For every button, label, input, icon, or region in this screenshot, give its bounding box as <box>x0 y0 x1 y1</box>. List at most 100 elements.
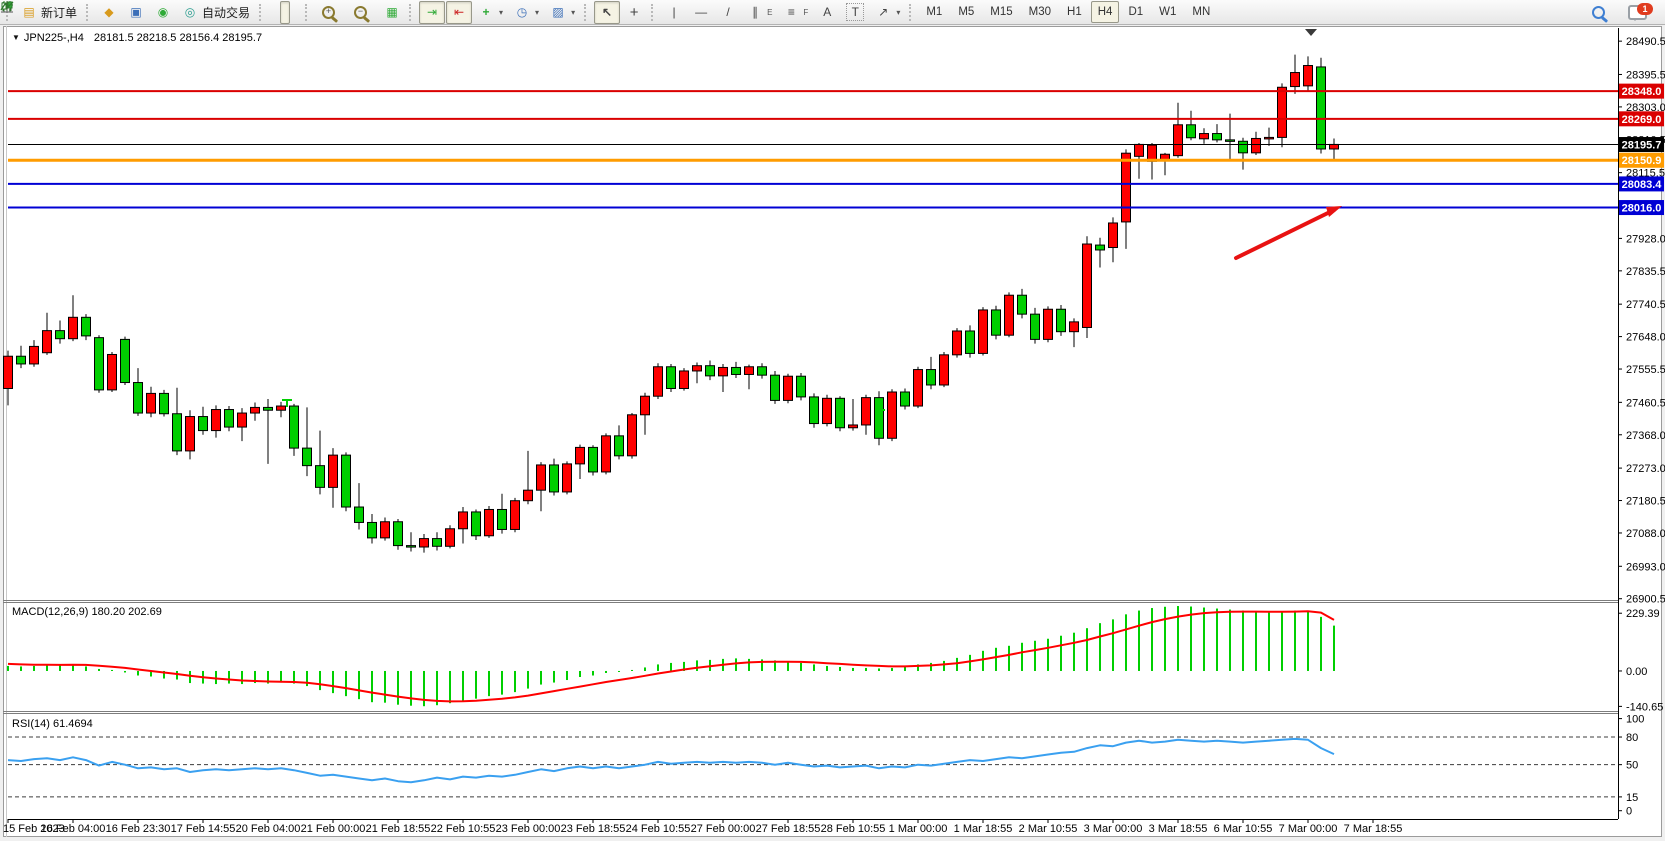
chart-shift-button[interactable]: ⇤ <box>446 0 473 24</box>
periods-button[interactable]: ◷ ▾ <box>509 1 544 24</box>
auto-scroll-button[interactable]: ⇥ <box>419 0 446 24</box>
candlestick-mode-button[interactable] <box>1 0 291 24</box>
chart-shift-marker-icon[interactable] <box>1305 29 1317 36</box>
trendline-tool-button[interactable]: / <box>715 1 741 24</box>
fibonacci-subscript: F <box>803 7 809 17</box>
candle-body <box>731 366 741 375</box>
candle <box>224 406 234 432</box>
candle <box>367 514 377 544</box>
clock-icon: ◷ <box>516 5 528 19</box>
time-tick-label: 1 Mar 00:00 <box>889 823 948 835</box>
add-indicator-icon: + <box>482 5 490 19</box>
candle <box>406 532 416 552</box>
line-chart-icon <box>0 1 14 13</box>
timeframe-button-H4[interactable]: H4 <box>1090 1 1120 23</box>
timeframe-button-M1[interactable]: M1 <box>926 6 943 18</box>
rsi-indicator-label: RSI(14) 61.4694 <box>12 718 93 730</box>
candle-body <box>718 366 728 377</box>
candle <box>419 534 429 553</box>
label-tool-button[interactable]: T <box>841 1 869 24</box>
time-tick-label: 16 Feb 23:30 <box>106 823 171 835</box>
notifications-button[interactable]: 1 <box>1617 1 1662 24</box>
candle-body <box>861 397 871 426</box>
price-badge-label: 28016.0 <box>1622 203 1662 215</box>
vertical-line-tool-button[interactable]: | <box>661 1 687 24</box>
candle <box>614 425 624 460</box>
collapse-icon[interactable]: ▼ <box>12 33 20 42</box>
channel-tool-button[interactable]: ∥ E <box>742 1 777 24</box>
timeframe-button-M30[interactable]: M30 <box>1028 6 1052 18</box>
text-tool-button[interactable]: A <box>814 1 840 24</box>
signals-icon: ◉ <box>157 5 169 19</box>
candle-body <box>666 366 676 389</box>
candle-body <box>835 397 845 429</box>
timeframe-button-M5[interactable]: M5 <box>958 6 975 18</box>
candle <box>1225 113 1235 161</box>
arrows-tool-button[interactable]: ↗ ▾ <box>870 1 905 24</box>
candle-body <box>848 424 858 429</box>
timeframe-button-M15[interactable]: M15 <box>990 6 1013 18</box>
rsi-tick-label: 15 <box>1626 792 1638 804</box>
candle <box>692 362 702 384</box>
candle-body <box>1095 244 1105 251</box>
time-tick-label: 20 Feb 04:00 <box>236 823 301 835</box>
line-chart-mode-button[interactable] <box>0 1 301 24</box>
candle-body <box>42 330 52 354</box>
candle-body <box>1251 137 1261 154</box>
price-badge-label: 28083.4 <box>1622 179 1663 191</box>
terminal-button[interactable]: ▣ <box>123 1 149 24</box>
price-tick-label: 26993.0 <box>1626 561 1665 573</box>
candle-body <box>1043 308 1053 340</box>
price-tick-label: 27088.0 <box>1626 528 1665 540</box>
auto-trading-button[interactable]: ◎ 自动交易 <box>177 1 255 24</box>
vertical-line-icon: | <box>672 5 676 19</box>
chart-title[interactable]: ▼ JPN225-,H4 28181.5 28218.5 28156.4 28195… <box>12 31 262 45</box>
cursor-tool-button[interactable]: ↖ <box>594 0 621 24</box>
timeframe-button-H1[interactable]: H1 <box>1067 6 1082 18</box>
candle-body <box>1225 139 1235 142</box>
candle <box>94 335 104 393</box>
market-watch-button[interactable]: ◆ <box>96 1 122 24</box>
price-badge <box>1619 200 1664 216</box>
timeframe-button-MN[interactable]: MN <box>1192 6 1211 18</box>
price-tick-label: 27928.0 <box>1626 233 1665 245</box>
indicators-button[interactable]: + ▾ <box>473 1 508 24</box>
search-button[interactable] <box>1585 1 1616 24</box>
timeframe-button-W1[interactable]: W1 <box>1159 6 1177 18</box>
candle-body <box>68 316 78 340</box>
candle-body <box>627 414 637 457</box>
signals-button[interactable]: ◉ <box>150 1 176 24</box>
zoom-in-button[interactable]: + <box>315 1 346 24</box>
crosshair-tool-button[interactable]: + <box>621 1 647 24</box>
candle-body <box>263 406 273 411</box>
zoom-out-button[interactable]: − <box>347 1 378 24</box>
candle-body <box>510 500 520 530</box>
horizontal-line-tool-button[interactable]: — <box>688 1 714 24</box>
candle <box>640 392 650 435</box>
trend-arrow-line[interactable] <box>1234 208 1336 260</box>
templates-button[interactable]: ▨ ▾ <box>545 1 580 24</box>
price-badge-label: 28195.7 <box>1622 140 1662 152</box>
tile-windows-button[interactable]: ▦ <box>379 1 405 24</box>
candle <box>939 352 949 388</box>
trend-arrow-head[interactable] <box>1326 206 1342 217</box>
dropdown-arrow-icon: ▾ <box>499 7 504 17</box>
candle-body <box>120 338 130 384</box>
fibonacci-tool-button[interactable]: ≡ F <box>778 1 813 24</box>
timeframe-button-D1[interactable]: D1 <box>1128 6 1144 18</box>
candle <box>848 399 858 431</box>
candle <box>1277 83 1287 148</box>
candle <box>965 325 975 358</box>
candle-body <box>354 506 364 523</box>
macd-tick-label: -140.65 <box>1626 701 1663 713</box>
candle-body <box>1199 133 1209 140</box>
candle-body <box>315 465 325 488</box>
price-badge-label: 28348.0 <box>1622 86 1662 98</box>
bar-chart-mode-button[interactable] <box>1 1 279 24</box>
candle <box>783 373 793 404</box>
symbol-period-label: JPN225-,H4 <box>23 32 84 44</box>
candle <box>835 396 845 432</box>
candle <box>575 444 585 479</box>
new-order-button[interactable]: ▤ 新订单 <box>16 1 82 24</box>
